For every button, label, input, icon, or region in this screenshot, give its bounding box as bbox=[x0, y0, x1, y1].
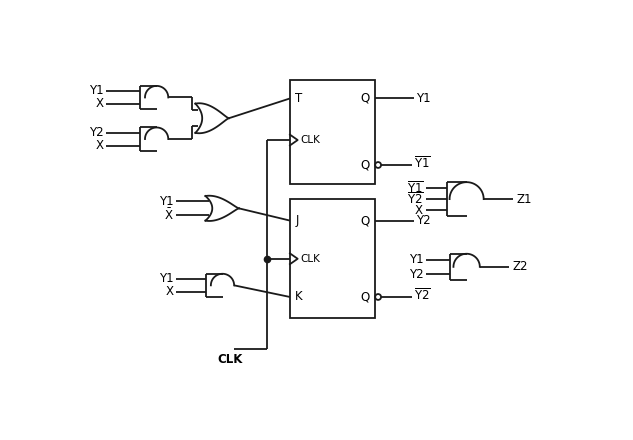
Text: $\bar{\mathrm{X}}$: $\bar{\mathrm{X}}$ bbox=[415, 202, 424, 218]
Text: Y1: Y1 bbox=[89, 84, 104, 98]
Text: $\overline{\mathrm{Y2}}$: $\overline{\mathrm{Y2}}$ bbox=[407, 191, 424, 207]
Text: Y1: Y1 bbox=[159, 272, 173, 286]
Text: Z2: Z2 bbox=[512, 260, 528, 273]
Text: Q: Q bbox=[361, 214, 370, 227]
Text: Y2: Y2 bbox=[410, 268, 424, 281]
Text: Z1: Z1 bbox=[517, 193, 532, 205]
Text: Y1: Y1 bbox=[410, 253, 424, 266]
Text: Y2: Y2 bbox=[417, 214, 431, 227]
Text: Q: Q bbox=[361, 158, 370, 172]
Text: CLK: CLK bbox=[217, 353, 242, 366]
Text: T: T bbox=[296, 92, 303, 105]
Text: X: X bbox=[96, 97, 104, 110]
Text: K: K bbox=[296, 290, 303, 304]
Text: $\overline{\mathrm{Y2}}$: $\overline{\mathrm{Y2}}$ bbox=[415, 288, 431, 303]
Text: X: X bbox=[96, 139, 104, 152]
Text: J: J bbox=[296, 214, 299, 227]
Text: $\overline{\mathrm{Y1}}$: $\overline{\mathrm{Y1}}$ bbox=[407, 180, 424, 196]
Text: CLK: CLK bbox=[300, 254, 320, 264]
Bar bbox=[290, 80, 375, 183]
Text: X: X bbox=[166, 285, 173, 298]
Text: Y2: Y2 bbox=[89, 126, 104, 139]
Text: $\bar{\mathrm{X}}$: $\bar{\mathrm{X}}$ bbox=[164, 208, 173, 223]
Text: Q: Q bbox=[361, 290, 370, 304]
Bar bbox=[290, 199, 375, 319]
Text: Y1: Y1 bbox=[417, 92, 431, 105]
Text: Y1: Y1 bbox=[159, 195, 173, 208]
Text: $\overline{\mathrm{Y1}}$: $\overline{\mathrm{Y1}}$ bbox=[415, 156, 431, 171]
Text: CLK: CLK bbox=[300, 135, 320, 145]
Text: Q: Q bbox=[361, 92, 370, 105]
